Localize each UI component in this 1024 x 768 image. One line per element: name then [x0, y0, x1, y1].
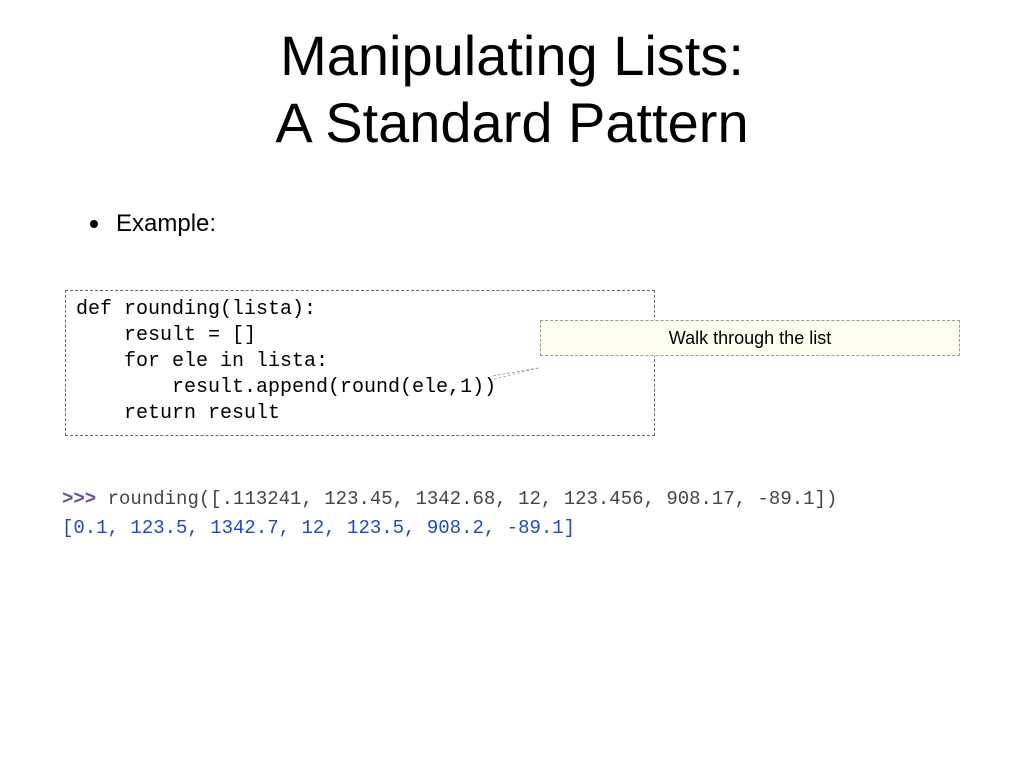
bullet-label: Example: — [116, 210, 216, 238]
code-line-3: for ele in lista: — [76, 350, 328, 373]
console-output: >>> rounding([.113241, 123.45, 1342.68, … — [62, 485, 837, 542]
code-line-4: result.append(round(ele,1)) — [76, 376, 496, 399]
slide-title: Manipulating Lists: A Standard Pattern — [0, 22, 1024, 156]
code-line-1: def rounding(lista): — [76, 298, 316, 321]
callout-text: Walk through the list — [669, 328, 831, 349]
bullet-row: Example: — [90, 210, 216, 238]
title-line-2: A Standard Pattern — [275, 91, 748, 154]
title-line-1: Manipulating Lists: — [280, 24, 744, 87]
console-prompt: >>> — [62, 488, 96, 510]
console-result: [0.1, 123.5, 1342.7, 12, 123.5, 908.2, -… — [62, 517, 575, 539]
bullet-icon — [90, 220, 98, 228]
callout-box: Walk through the list — [540, 320, 960, 356]
code-line-5: return result — [76, 402, 280, 425]
console-input: rounding([.113241, 123.45, 1342.68, 12, … — [108, 488, 838, 510]
code-block: def rounding(lista): result = [] for ele… — [65, 290, 655, 436]
callout-arrow-icon — [486, 368, 546, 384]
code-line-2: result = [] — [76, 324, 256, 347]
